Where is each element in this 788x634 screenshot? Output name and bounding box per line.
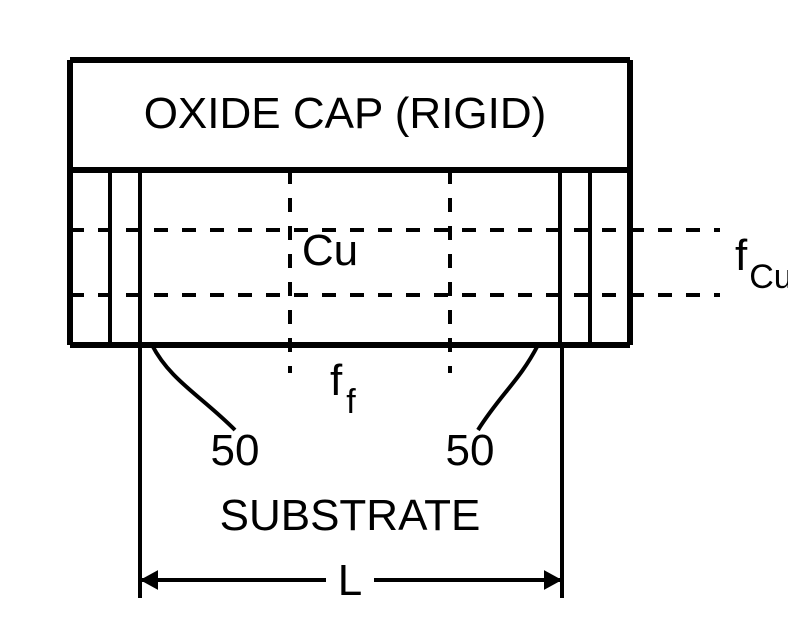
- fifty-left-label: 50: [211, 426, 260, 475]
- lead-50-left: [152, 345, 235, 430]
- dimension-L-label: L: [338, 556, 362, 605]
- oxide-cap-label: OXIDE CAP (RIGID): [144, 89, 547, 138]
- fifty-right-label: 50: [446, 426, 495, 475]
- substrate-label: SUBSTRATE: [220, 491, 481, 540]
- cu-label: Cu: [302, 226, 358, 275]
- f-cu-label: fCu: [735, 231, 788, 296]
- lead-50-right: [478, 345, 538, 430]
- f-f-label: ff: [330, 356, 356, 421]
